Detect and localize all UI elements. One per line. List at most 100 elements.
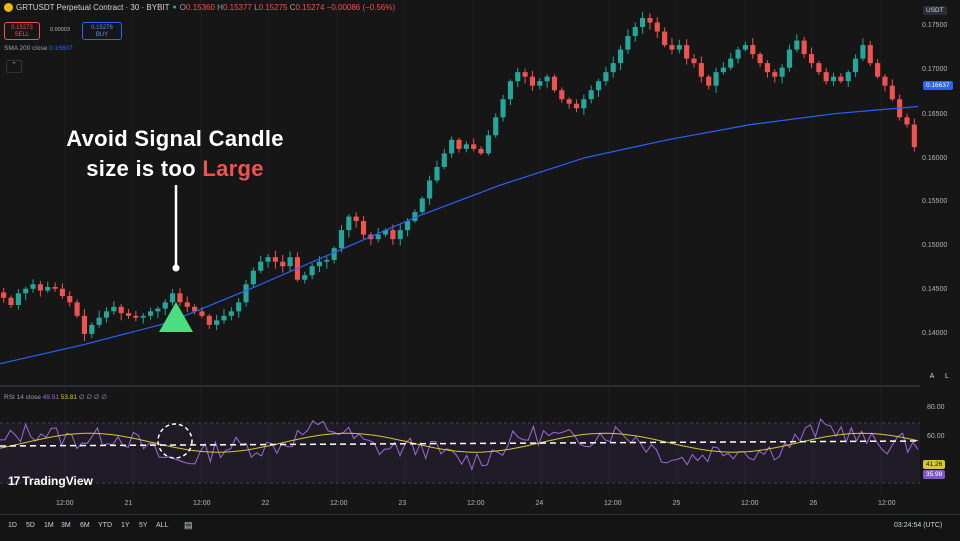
candle-body (742, 45, 748, 50)
candle-body (684, 45, 690, 59)
candle-body (324, 259, 330, 262)
price-label: 0.16500 (922, 111, 948, 118)
candle-body (23, 288, 29, 294)
candle-body (1, 292, 7, 298)
candle-body (456, 139, 462, 149)
rsi-level-label: 80.00 (927, 404, 945, 411)
price-label: 0.17500 (922, 22, 948, 29)
candle-body (89, 324, 95, 334)
candle-body (750, 45, 756, 55)
candle-body (823, 72, 829, 82)
candle-body (647, 18, 653, 23)
sma-legend[interactable]: SMA 200 close 0.16607 (4, 45, 73, 52)
annotation-arrow-dot (172, 264, 180, 272)
time-axis-label: 22 (261, 500, 270, 507)
collapse-legend-button[interactable]: ⌃ (6, 60, 22, 73)
candle-body (265, 257, 271, 262)
candle-body (581, 99, 587, 109)
chevron-up-icon: ⌃ (11, 62, 17, 69)
candle-body (309, 266, 315, 276)
candle-body (485, 135, 491, 154)
candle-body (691, 58, 697, 64)
period-button-5y[interactable]: 5Y (139, 522, 148, 529)
candle-body (30, 284, 36, 289)
rsi-line (0, 418, 919, 471)
candle-body (390, 230, 396, 240)
period-button-all[interactable]: ALL (156, 522, 169, 529)
candle-body (382, 230, 389, 235)
candle-body (889, 85, 895, 100)
candle-body (911, 124, 917, 148)
time-axis-label: 25 (672, 500, 681, 507)
period-button-6m[interactable]: 6M (80, 522, 90, 529)
candle-body (875, 63, 881, 77)
period-button-ytd[interactable]: YTD (98, 522, 112, 529)
candle-body (779, 67, 785, 77)
candle-body (522, 72, 528, 77)
rsi-ma-line (0, 432, 919, 453)
period-button-5d[interactable]: 5D (26, 522, 35, 529)
candle-body (625, 36, 631, 50)
candle-body (786, 49, 793, 68)
candle-body (515, 72, 521, 82)
candle-body (8, 297, 14, 306)
candle-body (713, 72, 719, 86)
buy-button[interactable]: 0.15276 BUY (82, 22, 122, 40)
candle-body (507, 81, 513, 100)
annotation-line1: Avoid Signal Candle (66, 126, 284, 151)
candle-body (882, 76, 888, 86)
candle-body (500, 99, 506, 118)
candle-body (603, 72, 609, 82)
candle-body (544, 76, 550, 82)
candle-body (118, 306, 124, 314)
period-button-1y[interactable]: 1Y (121, 522, 130, 529)
candle-body (37, 284, 43, 291)
sell-button[interactable]: 0.15273 SELL (4, 22, 40, 40)
candle-body (133, 315, 139, 318)
candle-body (772, 72, 778, 77)
annotation-line2: size is too Large (86, 156, 264, 181)
period-button-3m[interactable]: 3M (61, 522, 71, 529)
bottom-toolbar (0, 514, 960, 541)
symbol-title[interactable]: GRTUSDT Perpetual Contract · 30 · BYBIT (16, 3, 170, 12)
sma-price-tag: 0.16637 (923, 81, 953, 90)
candle-body (397, 230, 403, 240)
time-axis-label: 24 (535, 500, 544, 507)
period-button-1d[interactable]: 1D (8, 522, 17, 529)
candle-body (573, 103, 580, 109)
rsi-legend[interactable]: RSI 14 close 49.51 53.81 ∅ ∅ ∅ ∅ (4, 393, 107, 401)
spread-value: 0.00003 (50, 27, 70, 33)
candle-body (669, 45, 675, 50)
candle-body (155, 308, 161, 312)
candle-body (720, 67, 726, 73)
candle-body (250, 270, 256, 285)
candle-body (214, 320, 220, 325)
calendar-range-icon[interactable]: ▤ (184, 520, 193, 530)
log-scale-button[interactable]: L (945, 373, 949, 380)
candle-body (177, 293, 183, 303)
candle-body (838, 76, 844, 82)
candle-body (904, 117, 910, 125)
candle-body (162, 302, 168, 309)
currency-selector[interactable]: USDT (923, 6, 947, 15)
rsi-band (0, 423, 920, 483)
candle-body (338, 230, 345, 249)
candle-body (184, 302, 190, 307)
rsi-tag: 35.98 (923, 470, 946, 479)
candle-body (867, 45, 873, 64)
rsi-label: RSI 14 close (4, 394, 41, 401)
candle-body (125, 313, 132, 316)
period-button-1m[interactable]: 1M (44, 522, 54, 529)
tradingview-logo[interactable]: 17 TradingView (8, 474, 93, 488)
candle-body (566, 99, 572, 104)
rsi-highlight-circle (157, 423, 193, 459)
candle-body (449, 139, 455, 154)
candle-body (353, 216, 359, 222)
candle-body (830, 76, 837, 82)
utc-clock[interactable]: 03:24:54 (UTC) (894, 522, 943, 529)
candle-body (662, 31, 668, 46)
candle-body (853, 58, 859, 73)
auto-scale-button[interactable]: A (929, 373, 935, 380)
candle-body (45, 286, 51, 291)
